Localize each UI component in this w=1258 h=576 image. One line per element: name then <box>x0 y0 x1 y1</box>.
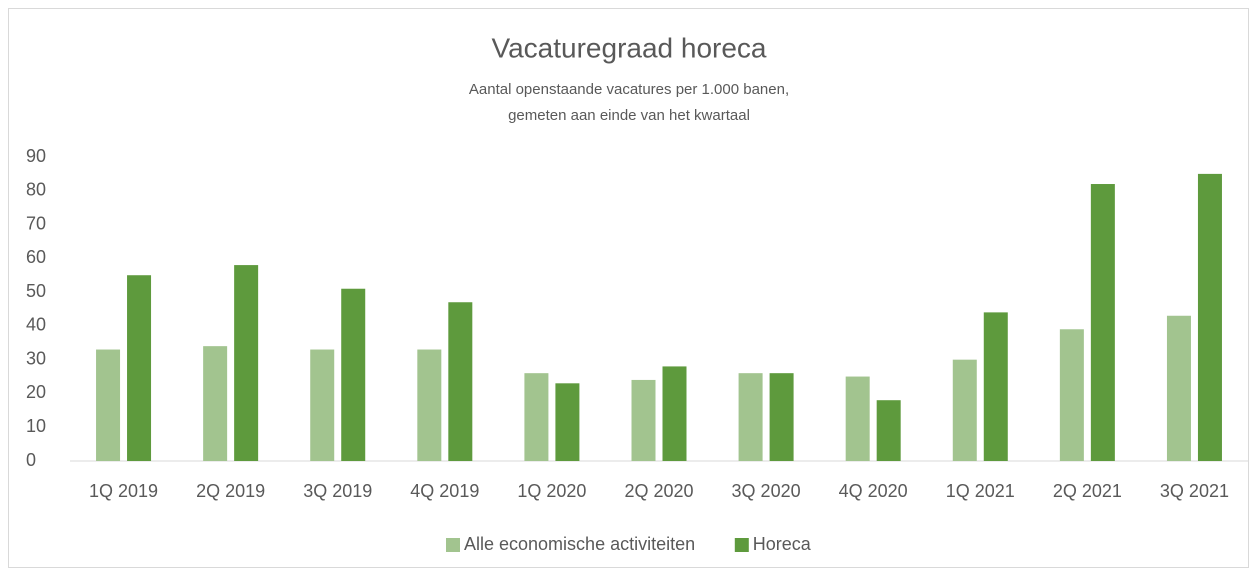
y-tick-label: 80 <box>26 180 46 200</box>
bar <box>1166 315 1191 461</box>
y-tick-label: 60 <box>26 247 46 267</box>
y-tick-label: 40 <box>26 315 46 335</box>
legend-swatch <box>734 538 749 552</box>
bar <box>1090 184 1115 461</box>
x-tick-label: 3Q 2021 <box>1160 481 1229 501</box>
chart-subtitle: gemeten aan einde van het kwartaal <box>508 107 750 124</box>
bar <box>1059 329 1084 461</box>
y-tick-label: 70 <box>26 213 46 233</box>
legend-swatch <box>446 538 460 552</box>
x-tick-label: 4Q 2020 <box>839 481 908 501</box>
chart-title: Vacaturegraad horeca <box>492 32 767 63</box>
bar <box>127 275 152 461</box>
x-tick-label: 2Q 2019 <box>196 481 265 501</box>
chart-border <box>8 8 1249 568</box>
bar <box>631 379 656 461</box>
bar <box>310 349 335 461</box>
bar <box>1197 173 1222 461</box>
legend-label: Horeca <box>753 534 812 554</box>
chart-subtitle: Aantal openstaande vacatures per 1.000 b… <box>469 81 789 98</box>
bar <box>234 265 259 461</box>
x-tick-label: 2Q 2021 <box>1053 481 1122 501</box>
x-tick-label: 2Q 2020 <box>624 481 693 501</box>
bar <box>417 349 442 461</box>
bar <box>952 359 977 461</box>
bar <box>845 376 870 461</box>
legend-label: Alle economische activiteiten <box>464 534 695 554</box>
bar <box>96 349 121 461</box>
y-tick-label: 0 <box>26 450 36 470</box>
y-tick-label: 30 <box>26 348 46 368</box>
bar <box>738 373 763 461</box>
x-tick-label: 1Q 2019 <box>89 481 158 501</box>
bar <box>448 302 473 461</box>
bar <box>524 373 549 461</box>
bar <box>769 373 794 461</box>
x-tick-label: 3Q 2019 <box>303 481 372 501</box>
x-tick-label: 1Q 2020 <box>517 481 586 501</box>
bar <box>662 366 687 461</box>
bar <box>341 288 366 461</box>
bar <box>876 400 901 461</box>
bar <box>983 312 1008 461</box>
x-tick-label: 1Q 2021 <box>946 481 1015 501</box>
y-tick-label: 50 <box>26 281 46 301</box>
bar <box>555 383 580 461</box>
y-tick-label: 20 <box>26 382 46 402</box>
x-tick-label: 4Q 2019 <box>410 481 479 501</box>
x-tick-label: 3Q 2020 <box>732 481 801 501</box>
y-tick-label: 10 <box>26 416 46 436</box>
y-tick-label: 90 <box>26 146 46 166</box>
bar <box>203 346 228 461</box>
